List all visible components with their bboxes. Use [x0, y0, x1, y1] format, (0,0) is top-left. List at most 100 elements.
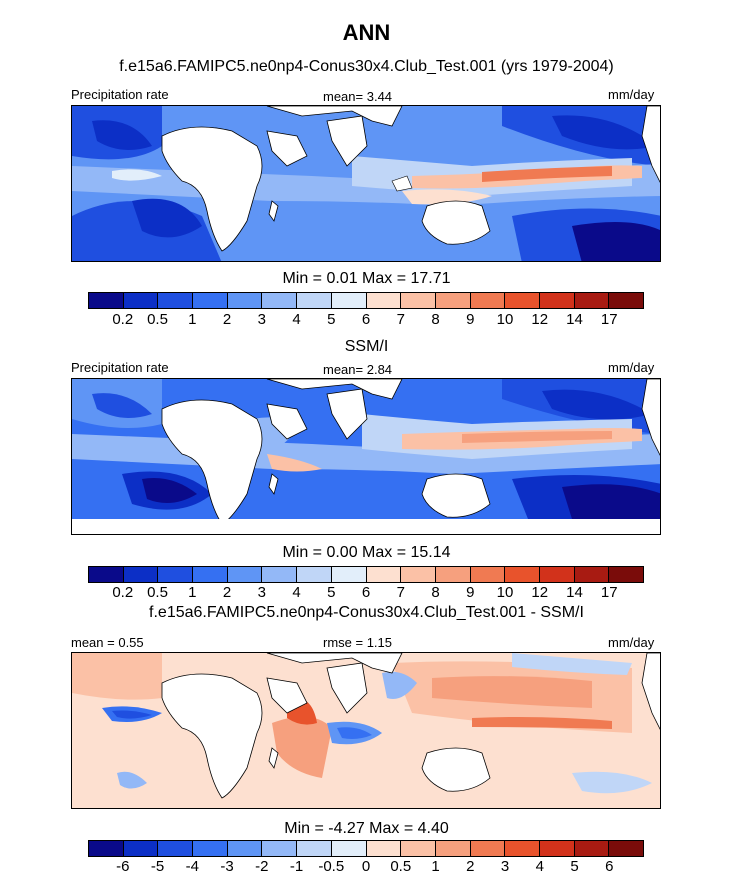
colorbar-tick-label: 8: [431, 311, 440, 328]
colorbar-swatch: [609, 293, 643, 308]
panel-2-map: [71, 378, 661, 535]
colorbar-tick-label: 5: [570, 858, 579, 875]
panel-2-minmax: Min = 0.00 Max = 15.14: [282, 544, 451, 561]
colorbar-swatch: [505, 293, 540, 308]
colorbar-swatch: [435, 841, 471, 856]
panel-1-units-label: mm/day: [608, 87, 655, 102]
panel-3-map: [71, 652, 661, 809]
colorbar-swatch: [401, 567, 436, 582]
colorbar-swatch: [262, 567, 298, 582]
panel-1-title: f.e15a6.FAMIPC5.ne0np4-Conus30x4.Club_Te…: [119, 58, 614, 75]
panel-1-colorbar: [88, 292, 644, 309]
colorbar-swatch: [366, 567, 402, 582]
colorbar-swatch: [158, 841, 194, 856]
colorbar-swatch: [539, 293, 575, 308]
colorbar-tick-label: 9: [466, 311, 475, 328]
colorbar-swatch: [297, 567, 332, 582]
colorbar-tick-label: 17: [600, 584, 618, 601]
colorbar-tick-label: 2: [466, 858, 475, 875]
colorbar-tick-label: -5: [150, 858, 165, 875]
colorbar-tick-label: 4: [292, 584, 301, 601]
colorbar-swatch: [297, 841, 332, 856]
colorbar-swatch: [262, 841, 298, 856]
panel-2-title: SSM/I: [344, 338, 389, 355]
colorbar-swatch: [193, 567, 228, 582]
panel-2-variable-label: Precipitation rate: [71, 360, 169, 375]
panel-1-map: [71, 105, 661, 262]
panel-3-minmax: Min = -4.27 Max = 4.40: [284, 820, 449, 837]
panel-2-colorbar-ticks: 0.2 0.5 1 2 3 4 5 6 7 8 9 10 12 14 17: [88, 584, 644, 604]
colorbar-swatch: [401, 293, 436, 308]
colorbar-tick-label: 1: [431, 858, 440, 875]
panel-2-colorbar: [88, 566, 644, 583]
panel-1-colorbar-ticks: 0.2 0.5 1 2 3 4 5 6 7 8 9 10 12 14 17: [88, 311, 644, 331]
colorbar-swatch: [227, 293, 263, 308]
colorbar-swatch: [435, 567, 471, 582]
panel-2-mean-label: mean= 2.84: [323, 362, 393, 377]
colorbar-tick-label: 1: [188, 584, 197, 601]
colorbar-swatch: [609, 567, 643, 582]
colorbar-swatch: [262, 293, 298, 308]
colorbar-tick-label: 4: [292, 311, 301, 328]
colorbar-swatch: [123, 567, 159, 582]
colorbar-tick-label: 9: [466, 584, 475, 601]
panel-3-colorbar: [88, 840, 644, 857]
colorbar-tick-label: 10: [496, 311, 514, 328]
panel-3-units-label: mm/day: [608, 635, 655, 650]
colorbar-tick-label: 0.5: [147, 311, 168, 328]
colorbar-tick-label: -2: [255, 858, 269, 875]
colorbar-tick-label: 14: [566, 311, 583, 328]
colorbar-tick-label: 12: [531, 311, 549, 328]
colorbar-tick-label: 0.2: [112, 584, 134, 601]
colorbar-swatch: [158, 293, 194, 308]
colorbar-tick-label: 0: [361, 858, 371, 875]
panel-3-title: f.e15a6.FAMIPC5.ne0np4-Conus30x4.Club_Te…: [149, 604, 584, 621]
colorbar-swatch: [193, 841, 228, 856]
colorbar-tick-label: 0.2: [112, 311, 134, 328]
colorbar-tick-label: 14: [566, 584, 583, 601]
panel-2-units-label: mm/day: [608, 360, 655, 375]
colorbar-tick-label: 7: [396, 311, 405, 328]
colorbar-tick-label: 17: [600, 311, 618, 328]
colorbar-swatch: [470, 567, 506, 582]
colorbar-swatch: [505, 567, 540, 582]
colorbar-tick-label: 1: [188, 311, 197, 328]
colorbar-swatch: [331, 567, 367, 582]
colorbar-tick-label: 6: [605, 858, 614, 875]
colorbar-tick-label: 5: [327, 584, 336, 601]
colorbar-swatch: [331, 293, 367, 308]
colorbar-tick-label: -4: [185, 858, 199, 875]
colorbar-swatch: [158, 567, 194, 582]
colorbar-tick-label: 7: [396, 584, 405, 601]
colorbar-swatch: [539, 567, 575, 582]
colorbar-tick-label: 4: [535, 858, 544, 875]
colorbar-swatch: [331, 841, 367, 856]
colorbar-swatch: [401, 841, 436, 856]
colorbar-swatch: [435, 293, 471, 308]
colorbar-swatch: [574, 293, 610, 308]
figure-title: ANN: [342, 20, 391, 45]
colorbar-tick-label: 2: [222, 311, 232, 328]
colorbar-swatch: [574, 567, 610, 582]
colorbar-swatch: [123, 841, 159, 856]
panel-1-map-svg: [72, 106, 660, 261]
colorbar-swatch: [297, 293, 332, 308]
colorbar-tick-label: 0.5: [390, 858, 412, 875]
panel-1-minmax: Min = 0.01 Max = 17.71: [282, 270, 451, 287]
colorbar-tick-label: 2: [222, 584, 232, 601]
colorbar-tick-label: 6: [361, 311, 371, 328]
colorbar-tick-label: 3: [257, 311, 266, 328]
colorbar-swatch: [574, 841, 610, 856]
panel-3-mean-label: mean = 0.55: [71, 635, 144, 650]
panel-3-map-svg: [72, 653, 660, 808]
colorbar-tick-label: -6: [116, 858, 130, 875]
colorbar-swatch: [123, 293, 159, 308]
colorbar-tick-label: 6: [361, 584, 371, 601]
colorbar-tick-label: -1: [289, 858, 304, 875]
panel-2-map-svg: [72, 379, 660, 534]
colorbar-tick-label: 0.5: [147, 584, 168, 601]
colorbar-swatch: [366, 841, 402, 856]
colorbar-tick-label: -3: [220, 858, 234, 875]
colorbar-tick-label: 12: [531, 584, 549, 601]
colorbar-swatch: [539, 841, 575, 856]
